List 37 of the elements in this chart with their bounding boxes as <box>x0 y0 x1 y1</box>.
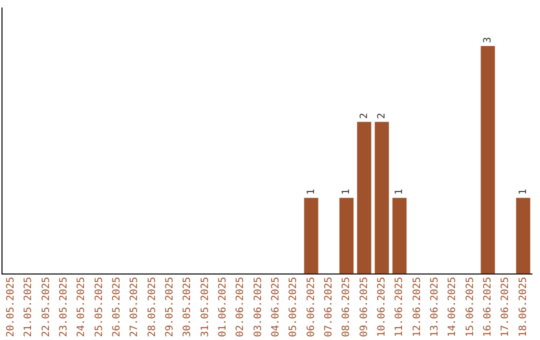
x-tick-label: 15.06.2025 <box>464 276 476 338</box>
x-tick-label: 13.06.2025 <box>429 276 440 338</box>
data-label: 2 <box>376 112 388 119</box>
x-tick-label: 27.05.2025 <box>129 276 140 338</box>
x-tick-label: 18.06.2025 <box>518 276 529 338</box>
x-tick-label: 22.05.2025 <box>40 276 52 338</box>
x-tick-label: 24.05.2025 <box>76 276 88 338</box>
x-tick-label: 29.05.2025 <box>164 276 176 338</box>
x-tick-label: 20.05.2025 <box>5 276 16 338</box>
x-tick-label: 28.05.2025 <box>146 276 158 338</box>
x-tick-label: 21.05.2025 <box>23 276 34 338</box>
x-tick-label: 02.06.2025 <box>235 276 246 338</box>
x-tick-label: 07.06.2025 <box>323 276 334 338</box>
data-label: 1 <box>341 188 352 195</box>
x-tick-label: 12.06.2025 <box>412 276 423 338</box>
x-tick-label: 11.06.2025 <box>394 276 406 338</box>
x-tick-label: 30.05.2025 <box>182 276 194 338</box>
x-tick-label: 06.06.2025 <box>306 276 317 338</box>
data-label: 1 <box>306 188 317 195</box>
data-label: 1 <box>518 188 529 195</box>
x-tick-label: 23.05.2025 <box>58 276 70 338</box>
data-label: 1 <box>394 188 406 195</box>
x-tick-label: 26.05.2025 <box>111 276 122 338</box>
x-tick-label: 25.05.2025 <box>94 276 105 338</box>
data-label: 2 <box>358 112 370 119</box>
x-tick-label: 09.06.2025 <box>358 276 370 338</box>
x-tick-label: 31.05.2025 <box>200 276 211 338</box>
x-tick-label: 01.06.2025 <box>217 276 228 338</box>
x-tick-label: 08.06.2025 <box>341 276 352 338</box>
x-tick-label: 03.06.2025 <box>252 276 264 338</box>
x-tick-label: 05.06.2025 <box>288 276 300 338</box>
x-tick-label: 17.06.2025 <box>500 276 512 338</box>
x-tick-label: 14.06.2025 <box>447 276 458 338</box>
x-tick-label: 16.06.2025 <box>482 276 494 338</box>
data-label: 3 <box>482 36 494 43</box>
x-tick-label: 04.06.2025 <box>270 276 282 338</box>
x-tick-label: 10.06.2025 <box>376 276 388 338</box>
